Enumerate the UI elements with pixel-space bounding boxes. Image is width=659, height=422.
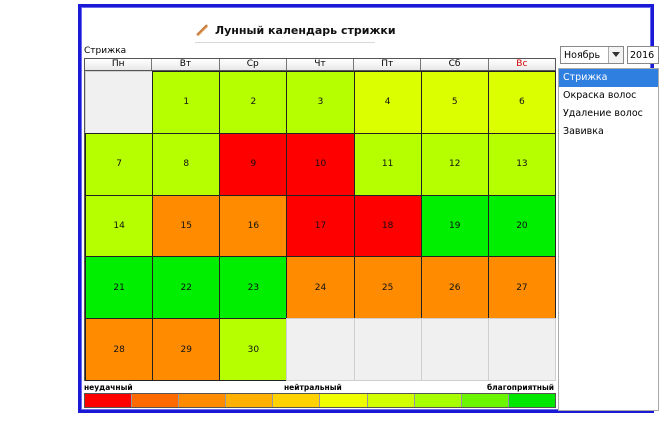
legend-swatch: [367, 394, 415, 407]
calendar-day[interactable]: 28: [85, 318, 154, 381]
calendar-empty-cell: [286, 318, 355, 381]
calendar-day[interactable]: 19: [420, 194, 489, 258]
weekday-label: Пн: [85, 59, 153, 70]
month-select[interactable]: Ноябрь: [560, 46, 624, 64]
calendar-day[interactable]: 17: [286, 194, 355, 258]
section-label: Стрижка: [84, 46, 127, 56]
title-bar: Лунный календарь стрижки: [195, 18, 396, 43]
calendar-day[interactable]: 26: [420, 256, 489, 320]
calendar-day[interactable]: 2: [219, 71, 288, 134]
weekday-header: Пн Вт Ср Чт Пт Сб Вс: [85, 59, 555, 71]
legend-label-bad: неудачный: [84, 383, 133, 392]
calendar-day[interactable]: 14: [85, 194, 154, 258]
calendar-day[interactable]: 10: [286, 132, 355, 196]
calendar-day[interactable]: 18: [353, 194, 422, 258]
weekday-label: Чт: [286, 59, 355, 70]
legend-labels: неудачный нейтральный благоприятный: [84, 383, 556, 393]
service-list-item[interactable]: Стрижка: [559, 69, 658, 87]
service-list-item[interactable]: Удаление волос: [563, 108, 643, 119]
calendar-day[interactable]: 8: [152, 132, 221, 196]
calendar-day[interactable]: 21: [85, 256, 154, 320]
legend-swatch: [414, 394, 462, 407]
calendar-day[interactable]: 7: [85, 132, 154, 196]
weekday-label: Ср: [219, 59, 287, 70]
service-list-item[interactable]: Завивка: [563, 126, 604, 137]
calendar-empty-cell: [420, 318, 489, 381]
calendar-empty-cell: [353, 318, 422, 381]
legend-swatch: [132, 394, 180, 407]
weekday-label: Пт: [354, 59, 422, 70]
legend-swatch: [85, 394, 133, 407]
calendar-day[interactable]: 3: [286, 71, 355, 134]
calendar-day[interactable]: 15: [152, 194, 221, 258]
calendar-day[interactable]: 6: [487, 71, 556, 134]
legend-swatch: [226, 394, 274, 407]
page-title: Лунный календарь стрижки: [215, 23, 396, 37]
legend-swatch: [179, 394, 227, 407]
service-list-item[interactable]: Окраска волос: [563, 90, 637, 101]
calendar-grid: 1 2 3 4 5 6 7 8 9 10 11 12 13 14 15 16 17 18 19 20 21 22 23 24 2…: [85, 71, 556, 381]
service-list: Стрижка Окраска волос Удаление волос Завивк…: [558, 68, 659, 411]
calendar-empty-cell: [85, 71, 154, 134]
chevron-down-icon[interactable]: [608, 47, 623, 63]
weekday-label: Сб: [421, 59, 489, 70]
calendar-day[interactable]: 11: [353, 132, 422, 196]
calendar-day[interactable]: 24: [286, 256, 355, 320]
calendar-day[interactable]: 4: [353, 71, 422, 134]
calendar-day[interactable]: 30: [219, 318, 288, 381]
calendar-day[interactable]: 25: [353, 256, 422, 320]
calendar-day[interactable]: 9: [219, 132, 288, 196]
legend-swatch: [273, 394, 321, 407]
weekday-label-sunday: Вс: [488, 59, 555, 70]
calendar-day[interactable]: 13: [487, 132, 556, 196]
legend-label-neutral: нейтральный: [284, 383, 342, 392]
calendar-day[interactable]: 1: [152, 71, 221, 134]
calendar-day[interactable]: 22: [152, 256, 221, 320]
calendar-day[interactable]: 16: [219, 194, 288, 258]
calendar: Пн Вт Ср Чт Пт Сб Вс 1 2 3 4 5 6 7 8 9 10 11 12 13 14…: [84, 58, 556, 381]
calendar-day[interactable]: 29: [152, 318, 221, 381]
calendar-day[interactable]: 20: [487, 194, 556, 258]
month-select-value: Ноябрь: [564, 49, 601, 61]
calendar-empty-cell: [487, 318, 556, 381]
legend-swatch: [461, 394, 509, 407]
legend-bar: [84, 393, 556, 408]
calendar-day[interactable]: 27: [487, 256, 556, 320]
legend-label-good: благоприятный: [486, 383, 554, 392]
calendar-day[interactable]: 23: [219, 256, 288, 320]
legend-swatch: [508, 394, 555, 407]
weekday-label: Вт: [152, 59, 220, 70]
calendar-day[interactable]: 12: [420, 132, 489, 196]
scissors-icon: [196, 24, 209, 37]
year-input[interactable]: 2016: [627, 46, 659, 64]
legend-swatch: [320, 394, 368, 407]
calendar-day[interactable]: 5: [420, 71, 489, 134]
